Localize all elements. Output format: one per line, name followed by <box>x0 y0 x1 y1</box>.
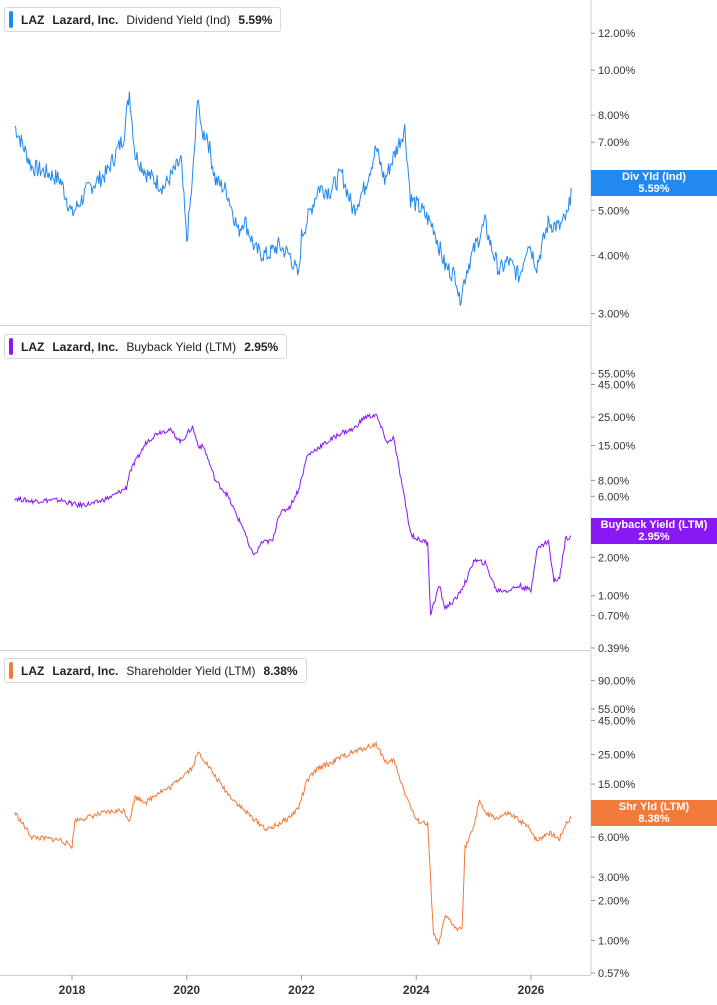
y-tick-label: 4.00% <box>598 250 629 262</box>
y-tick-label: 8.00% <box>598 475 629 487</box>
y-tick-label: 0.57% <box>598 968 629 980</box>
legend-company: Lazard, Inc. <box>52 663 119 678</box>
y-tick-label: 55.00% <box>598 368 636 380</box>
y-tick-label: 1.00% <box>598 591 629 603</box>
legend-color-bar <box>9 11 13 28</box>
legend-company: Lazard, Inc. <box>52 339 119 354</box>
series-line-1 <box>14 413 572 616</box>
badge-label: Div Yld (Ind) <box>622 171 686 183</box>
badge-value: 5.59% <box>638 183 670 195</box>
badge-value: 8.38% <box>638 813 670 825</box>
y-tick-label: 25.00% <box>598 412 636 424</box>
legend-color-bar <box>9 662 13 679</box>
y-tick-label: 45.00% <box>598 380 636 392</box>
current-value-badge-dividend: Div Yld (Ind) 5.59% <box>591 170 717 196</box>
y-tick-label: 15.00% <box>598 440 636 452</box>
series-line-2 <box>14 740 572 946</box>
y-tick-label: 15.00% <box>598 779 636 791</box>
legend-color-bar <box>9 338 13 355</box>
current-value-badge-shareholder: Shr Yld (LTM) 8.38% <box>591 800 717 826</box>
legend-ticker: LAZ <box>21 339 45 354</box>
legend-ticker: LAZ <box>21 12 45 27</box>
x-tick-label: 2022 <box>288 983 315 997</box>
y-tick-label: 55.00% <box>598 704 636 716</box>
badge-label: Buyback Yield (LTM) <box>600 519 708 531</box>
y-tick-label: 3.00% <box>598 872 629 884</box>
legend-metric: Buyback Yield (LTM) <box>126 339 237 354</box>
y-tick-label: 25.00% <box>598 750 636 762</box>
x-tick-label: 2026 <box>518 983 545 997</box>
legend-buyback-yield: LAZ Lazard, Inc. Buyback Yield (LTM) 2.9… <box>4 334 288 359</box>
badge-value: 2.95% <box>638 531 670 543</box>
legend-metric: Dividend Yield (Ind) <box>126 12 231 27</box>
y-tick-label: 6.00% <box>598 832 629 844</box>
y-tick-label: 1.00% <box>598 936 629 948</box>
y-tick-label: 2.00% <box>598 895 629 907</box>
x-tick-label: 2020 <box>173 983 200 997</box>
legend-value: 8.38% <box>263 663 298 678</box>
y-tick-label: 10.00% <box>598 65 636 77</box>
x-tick-label: 2024 <box>403 983 430 997</box>
current-value-badge-buyback: Buyback Yield (LTM) 2.95% <box>591 518 717 544</box>
y-tick-label: 45.00% <box>598 716 636 728</box>
legend-company: Lazard, Inc. <box>52 12 119 27</box>
legend-metric: Shareholder Yield (LTM) <box>126 663 256 678</box>
series-line-0 <box>14 91 572 306</box>
y-tick-label: 90.00% <box>598 676 636 688</box>
y-tick-label: 8.00% <box>598 110 629 122</box>
badge-label: Shr Yld (LTM) <box>618 801 690 813</box>
legend-ticker: LAZ <box>21 663 45 678</box>
x-tick-label: 2018 <box>59 983 86 997</box>
y-tick-label: 6.00% <box>598 491 629 503</box>
y-tick-label: 5.00% <box>598 205 629 217</box>
legend-dividend-yield: LAZ Lazard, Inc. Dividend Yield (Ind) 5.… <box>4 7 282 32</box>
y-tick-label: 7.00% <box>598 137 629 149</box>
legend-value: 5.59% <box>238 12 273 27</box>
legend-shareholder-yield: LAZ Lazard, Inc. Shareholder Yield (LTM)… <box>4 658 307 683</box>
y-tick-label: 0.39% <box>598 643 629 655</box>
y-tick-label: 2.00% <box>598 552 629 564</box>
y-tick-label: 12.00% <box>598 28 636 40</box>
y-tick-label: 3.00% <box>598 309 629 321</box>
legend-value: 2.95% <box>244 339 279 354</box>
y-tick-label: 0.70% <box>598 611 629 623</box>
